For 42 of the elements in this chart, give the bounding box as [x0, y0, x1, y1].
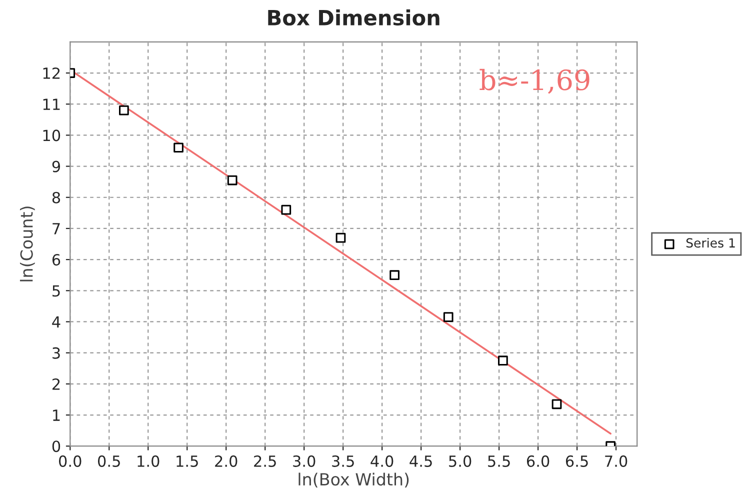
x-tick-label: 3.0: [293, 455, 316, 467]
y-tick-label: 0: [52, 440, 60, 452]
x-tick-label: 1.5: [176, 456, 198, 467]
y-axis-title: ln(Count): [20, 206, 35, 282]
x-tick-label: 2.0: [215, 455, 238, 467]
x-tick-label: 3.5: [332, 455, 354, 467]
y-tick-label: 4: [52, 316, 60, 328]
x-tick-label: 2.5: [254, 455, 276, 467]
legend-label: Series 1: [686, 238, 735, 248]
x-tick-label: 0.0: [58, 455, 82, 467]
y-tick-label: 11: [43, 98, 60, 110]
x-tick-label: 0.5: [98, 455, 120, 467]
y-tick-label: 2: [52, 378, 60, 390]
annotation: b≈-1,69: [480, 68, 590, 94]
y-tick-label: 12: [43, 67, 60, 79]
x-tick-label: 5.5: [488, 456, 510, 467]
point: [390, 270, 400, 280]
y-tick-label: 6: [52, 254, 60, 266]
x-tick-label: 1.0: [138, 455, 160, 467]
y-tick-label: 7: [52, 223, 60, 234]
y-tick-label: 9: [52, 160, 60, 172]
point: [119, 105, 129, 116]
y-tick-label: 5: [52, 285, 60, 297]
point: [552, 399, 562, 410]
y-tick-label: 8: [52, 192, 60, 204]
x-tick-label: 4.0: [370, 455, 394, 467]
point: [336, 232, 346, 243]
x-tick-label: 6.5: [566, 455, 588, 467]
x-tick-label: 4.5: [410, 456, 432, 467]
x-tick-label: 6.0: [526, 455, 550, 467]
point: [281, 204, 292, 215]
point: [498, 356, 508, 366]
x-tick-label: 5.0: [449, 455, 472, 467]
point: [443, 312, 454, 322]
y-tick-label: 1: [53, 410, 60, 421]
x-tick-label: 7.0: [605, 455, 628, 467]
y-tick-label: 3: [52, 347, 60, 359]
y-tick-label: 10: [43, 130, 60, 142]
point: [227, 175, 238, 186]
point: [174, 142, 184, 153]
x-axis-title: ln(Box Width): [298, 472, 409, 488]
chart-title: Box Dimension: [268, 9, 440, 26]
